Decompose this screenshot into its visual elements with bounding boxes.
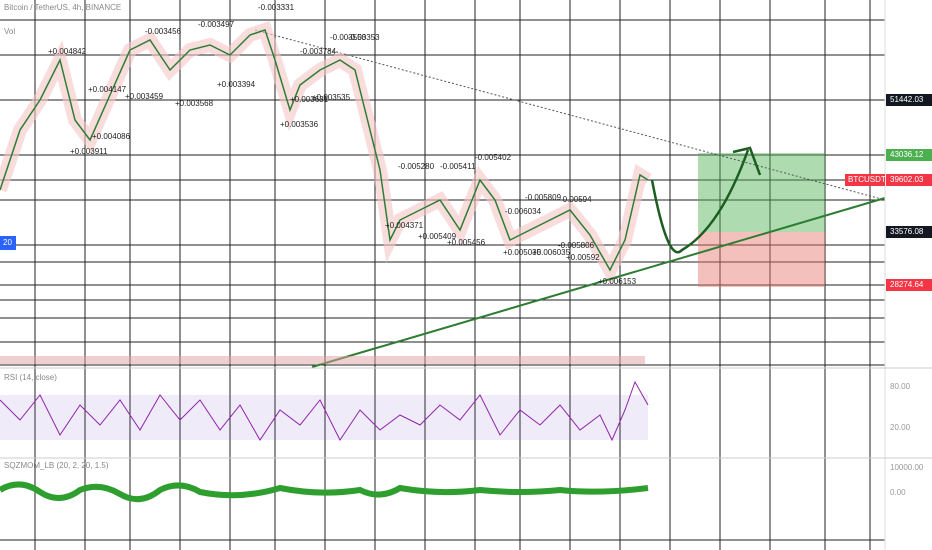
axis-label: 20.00 — [890, 423, 911, 432]
signal-label: +0.005035 — [503, 248, 542, 257]
symbol-label: BTCUSDT — [848, 175, 886, 184]
signal-label: +0.003631 — [290, 95, 329, 104]
signal-label: -0.005809 — [525, 193, 562, 202]
signal-label: -0.00594 — [560, 195, 592, 204]
signal-label: +0.003459 — [125, 92, 164, 101]
signal-label: +0.003535 — [312, 93, 351, 102]
signal-label: -0.005806 — [558, 241, 595, 250]
price-tag — [886, 149, 932, 161]
signal-label: +0.004371 — [385, 221, 424, 230]
signal-label: -0.00353 — [348, 33, 380, 42]
signal-label: +0.004147 — [88, 85, 127, 94]
signal-label: +0.003568 — [175, 99, 214, 108]
price-tag — [886, 174, 932, 186]
signal-label: -0.003331 — [258, 3, 295, 12]
signal-label: -0.005280 — [398, 162, 435, 171]
symbol: Bitcoin / TetherUS, 4h, BINANCE — [4, 3, 121, 12]
signal-label: -0.003456 — [145, 27, 182, 36]
price-tag — [886, 226, 932, 238]
rsi-line — [0, 380, 649, 442]
price-label: 28274.64 — [890, 280, 924, 289]
price-label: 33576.08 — [890, 227, 924, 236]
signal-label: +0.003911 — [70, 147, 108, 156]
signal-label: -0.003497 — [198, 20, 235, 29]
left-label: 20 — [3, 238, 12, 247]
signal-label: +0.003394 — [217, 80, 256, 89]
axis-label: 80.00 — [890, 382, 911, 391]
signal-label: -0.003553 — [330, 33, 367, 42]
signal-label: -0.005402 — [475, 153, 512, 162]
vol-label: Vol — [4, 27, 15, 36]
symbol-tag — [845, 174, 885, 186]
signal-label: +0.005409 — [418, 232, 457, 241]
signal-label: -0.005411 — [440, 162, 476, 171]
price-label: 51442.03 — [890, 95, 924, 104]
signal-label: +0.006153 — [598, 277, 637, 286]
support-trend — [311, 197, 886, 368]
oscillator — [0, 481, 649, 503]
price-label: 43036.12 — [890, 150, 924, 159]
left-tag — [0, 236, 16, 250]
rsi-label: RSI (14, close) — [4, 373, 57, 382]
axis-label: 10000.00 — [890, 463, 924, 472]
rsi-band — [0, 395, 648, 440]
osc-label: SQZMOM_LB (20, 2, 20, 1.5) — [4, 461, 109, 470]
signal-label: +0.005456 — [447, 238, 486, 247]
hand-arrow — [650, 146, 762, 254]
signal-label: -0.006034 — [505, 207, 542, 216]
signal-label: +0.006035 — [532, 248, 571, 257]
signal-label: +0.004842 — [48, 47, 87, 56]
price-tag — [886, 279, 932, 291]
price-label: 39602.03 — [890, 175, 924, 184]
price-path — [0, 29, 649, 272]
price-tag — [886, 94, 932, 106]
signal-label: -0.003784 — [300, 47, 337, 56]
stop-zone — [698, 232, 825, 287]
signal-label: +0.004086 — [92, 132, 131, 141]
axis-label: 0.00 — [890, 488, 906, 497]
signal-label: +0.003536 — [280, 120, 319, 129]
signal-label: +0.00592 — [566, 253, 600, 262]
target-zone — [698, 153, 825, 232]
dotted-trend — [254, 29, 886, 201]
